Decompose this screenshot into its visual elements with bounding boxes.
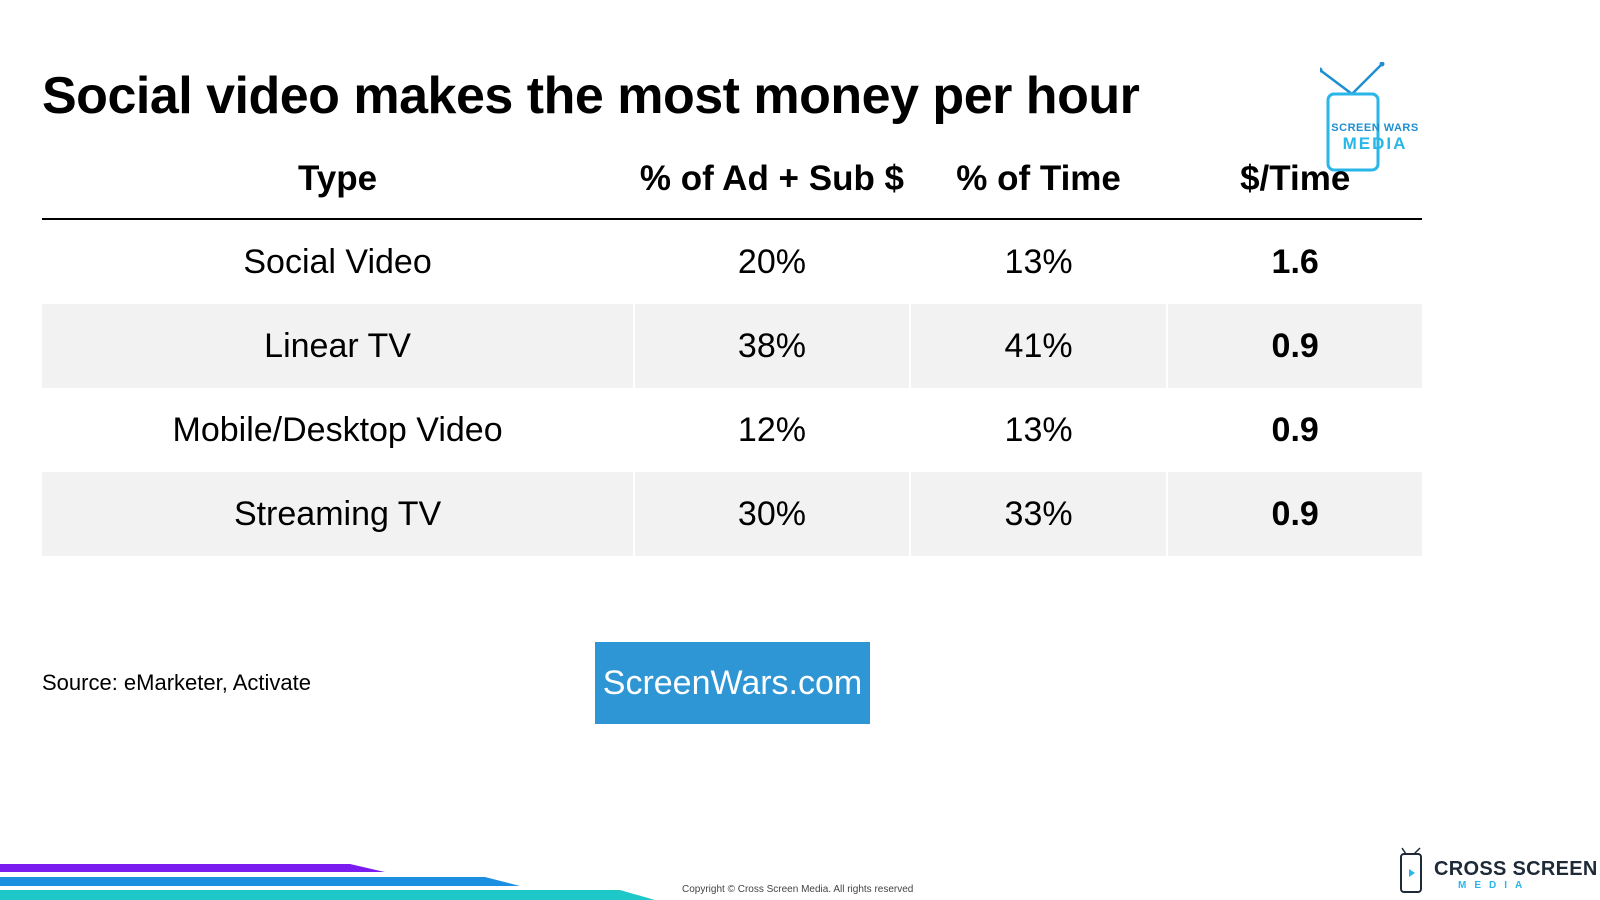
logo-bottom-line2: MEDIA: [1458, 880, 1531, 891]
cell-type: Linear TV: [42, 304, 634, 388]
logo-bottom-line1: CROSS SCREEN: [1434, 858, 1598, 880]
cell-time: 13%: [1004, 242, 1073, 281]
screen-wars-media-logo: SCREEN WARS MEDIA: [1317, 61, 1430, 177]
header-ad-sub: % of Ad + Sub $: [639, 159, 905, 198]
table-row: Linear TV 38% 41% 0.9: [42, 304, 1422, 388]
tv-antenna-icon: [1317, 61, 1385, 172]
header-time: % of Time: [956, 159, 1121, 198]
table-header: Type % of Ad + Sub $ % of Time $/Time: [42, 140, 1422, 220]
cell-ad-sub: 12%: [737, 410, 806, 449]
cell-ad-sub: 30%: [635, 472, 909, 556]
decorative-stripes: [0, 864, 655, 900]
table-row: Streaming TV 30% 33% 0.9: [42, 472, 1422, 556]
cell-per-time: 0.9: [1271, 410, 1319, 449]
cell-type: Streaming TV: [42, 472, 634, 556]
cell-ad-sub: 20%: [737, 242, 806, 281]
slide-title: Social video makes the most money per ho…: [42, 67, 1140, 125]
logo-line2: MEDIA: [1342, 134, 1408, 153]
header-type: Type: [298, 159, 378, 198]
cell-time: 33%: [910, 472, 1167, 556]
cell-type: Social Video: [243, 242, 432, 281]
source-note: Source: eMarketer, Activate: [42, 670, 312, 695]
cell-time: 13%: [1004, 410, 1073, 449]
phone-play-icon: [1400, 847, 1422, 893]
cell-per-time: 1.6: [1271, 242, 1319, 281]
cell-per-time: 0.9: [1168, 304, 1422, 388]
cell-ad-sub: 38%: [635, 304, 909, 388]
screenwars-link-button[interactable]: ScreenWars.com: [595, 642, 870, 724]
cross-screen-media-logo: CROSS SCREEN MEDIA: [1398, 846, 1598, 896]
comparison-table: Type % of Ad + Sub $ % of Time $/Time So…: [42, 140, 1422, 556]
cell-type: Mobile/Desktop Video: [172, 410, 503, 449]
logo-line1: SCREEN WARS: [1331, 122, 1419, 134]
table-row: Social Video 20% 13% 1.6: [42, 220, 1422, 304]
table-row: Mobile/Desktop Video 12% 13% 0.9: [42, 388, 1422, 472]
copyright-text: Copyright © Cross Screen Media. All righ…: [682, 884, 914, 895]
cell-time: 41%: [910, 304, 1167, 388]
header-per-time: $/Time: [1240, 159, 1351, 198]
cell-per-time: 0.9: [1168, 472, 1422, 556]
